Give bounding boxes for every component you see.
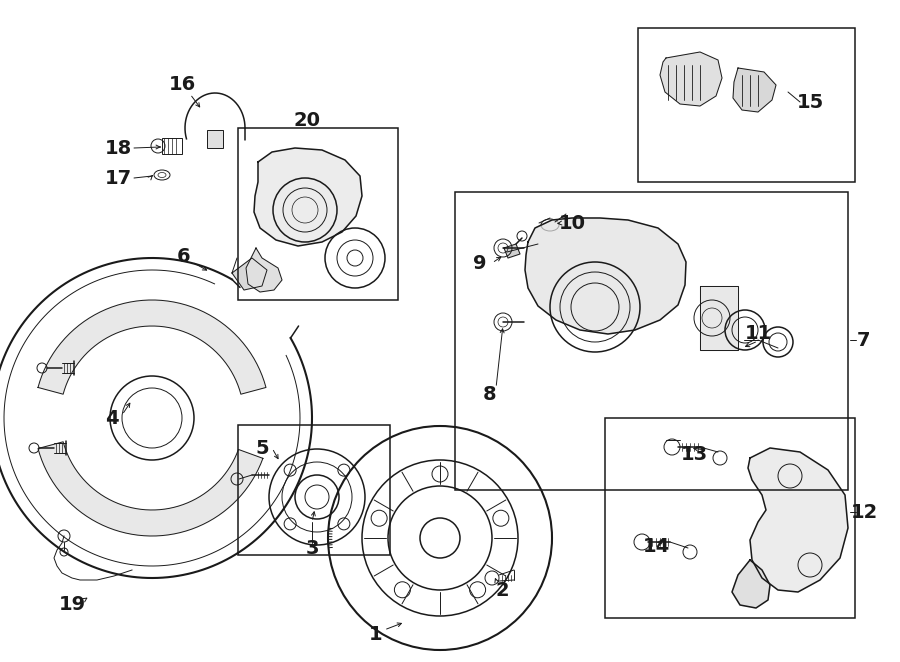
Text: 18: 18	[104, 138, 131, 158]
Polygon shape	[38, 442, 263, 536]
Text: 2: 2	[495, 581, 508, 600]
Polygon shape	[660, 52, 722, 106]
Text: 6: 6	[177, 246, 191, 265]
Text: 17: 17	[104, 169, 131, 187]
Bar	[238, 425, 390, 555]
Bar	[238, 128, 398, 300]
Text: 3: 3	[305, 538, 319, 557]
Polygon shape	[732, 560, 770, 608]
Polygon shape	[232, 258, 267, 290]
Text: 20: 20	[293, 111, 320, 130]
Bar	[162, 138, 182, 154]
Text: 19: 19	[58, 594, 86, 614]
Polygon shape	[246, 248, 282, 292]
Bar	[605, 418, 855, 618]
Text: 9: 9	[473, 254, 487, 273]
Bar	[455, 192, 848, 490]
Bar	[638, 28, 855, 182]
Text: 11: 11	[744, 324, 771, 342]
Text: 12: 12	[850, 502, 878, 522]
Polygon shape	[504, 244, 520, 258]
Text: 15: 15	[796, 93, 824, 111]
Text: 1: 1	[369, 626, 382, 645]
Polygon shape	[700, 286, 738, 350]
Text: 4: 4	[105, 408, 119, 428]
Text: 5: 5	[256, 438, 269, 457]
Text: 7: 7	[857, 330, 871, 350]
Text: 14: 14	[643, 536, 670, 555]
Polygon shape	[525, 218, 686, 334]
Text: 13: 13	[680, 446, 707, 465]
Text: 16: 16	[168, 75, 195, 93]
Text: 10: 10	[559, 214, 586, 232]
Polygon shape	[38, 300, 266, 394]
Polygon shape	[733, 68, 776, 112]
Polygon shape	[748, 448, 848, 592]
Text: 8: 8	[483, 385, 497, 404]
Polygon shape	[254, 148, 362, 246]
Bar	[207, 130, 223, 148]
